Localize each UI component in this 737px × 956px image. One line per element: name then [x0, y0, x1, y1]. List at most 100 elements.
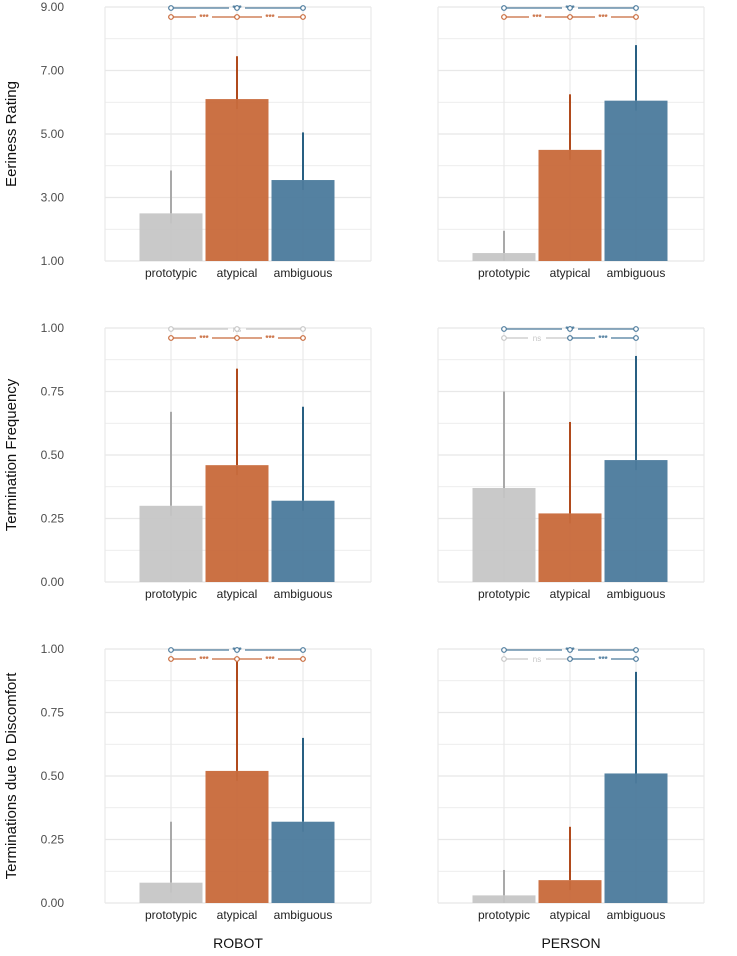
- significance-label: ns: [533, 334, 541, 343]
- comparison-endpoint: [633, 656, 639, 662]
- comparison-endpoint: [300, 647, 306, 653]
- bar-robot-atypical: [205, 770, 269, 903]
- x-tick-label-atypical: atypical: [217, 587, 258, 601]
- comparison-endpoint: [234, 14, 240, 20]
- significance-label: ***: [199, 655, 209, 664]
- y-tick-label-row2: 0.25: [41, 512, 65, 526]
- x-tick-label-prototypic: prototypic: [478, 266, 530, 280]
- y-axis-label-row3: Terminations due to Discomfort: [3, 672, 20, 880]
- bar-robot-ambiguous: [271, 180, 335, 261]
- comparison-endpoint: [501, 326, 507, 332]
- y-tick-label-row2: 0.50: [41, 448, 65, 462]
- x-tick-label-atypical: atypical: [550, 587, 591, 601]
- comparison-endpoint: [168, 656, 174, 662]
- comparison-endpoint: [300, 326, 306, 332]
- x-tick-label-prototypic: prototypic: [478, 587, 530, 601]
- y-tick-label-row3: 1.00: [41, 642, 65, 656]
- comparison-endpoint: [501, 14, 507, 20]
- bar-person-atypical: [538, 149, 602, 261]
- bar-person-ambiguous: [604, 460, 668, 582]
- comparison-endpoint: [168, 647, 174, 653]
- x-tick-label-ambiguous: ambiguous: [607, 587, 666, 601]
- bar-robot-prototypic: [139, 505, 203, 582]
- comparison-endpoint: [501, 335, 507, 341]
- y-tick-label-row3: 0.25: [41, 833, 65, 847]
- comparison-endpoint: [567, 5, 573, 11]
- significance-label: ***: [265, 655, 275, 664]
- x-tick-label-atypical: atypical: [550, 908, 591, 922]
- y-axis-label-row2: Termination Frequency: [3, 378, 20, 531]
- comparison-endpoint: [633, 14, 639, 20]
- bar-person-prototypic: [472, 895, 536, 903]
- x-tick-label-prototypic: prototypic: [145, 266, 197, 280]
- bar-person-ambiguous: [604, 100, 668, 261]
- bar-person-atypical: [538, 880, 602, 903]
- x-tick-label-atypical: atypical: [217, 266, 258, 280]
- comparison-endpoint: [300, 335, 306, 341]
- x-tick-label-prototypic: prototypic: [145, 908, 197, 922]
- bar-robot-atypical: [205, 465, 269, 582]
- x-tick-label-atypical: atypical: [217, 908, 258, 922]
- comparison-endpoint: [567, 656, 573, 662]
- comparison-endpoint: [633, 335, 639, 341]
- y-tick-label-row1: 9.00: [41, 0, 65, 14]
- comparison-endpoint: [633, 326, 639, 332]
- significance-label: ***: [598, 13, 608, 22]
- x-tick-label-ambiguous: ambiguous: [274, 266, 333, 280]
- significance-label: ns: [533, 655, 541, 664]
- comparison-endpoint: [300, 5, 306, 11]
- y-tick-label-row3: 0.00: [41, 896, 65, 910]
- bar-robot-ambiguous: [271, 500, 335, 582]
- comparison-endpoint: [567, 14, 573, 20]
- comparison-endpoint: [234, 335, 240, 341]
- x-tick-label-atypical: atypical: [550, 266, 591, 280]
- comparison-endpoint: [633, 5, 639, 11]
- significance-label: ***: [199, 334, 209, 343]
- x-tick-label-ambiguous: ambiguous: [607, 266, 666, 280]
- bar-person-prototypic: [472, 253, 536, 261]
- facet-label-person: PERSON: [541, 935, 600, 951]
- comparison-endpoint: [501, 5, 507, 11]
- comparison-endpoint: [234, 5, 240, 11]
- x-tick-label-prototypic: prototypic: [145, 587, 197, 601]
- x-tick-label-ambiguous: ambiguous: [607, 908, 666, 922]
- y-axis-label-row1: Eeriness Rating: [3, 81, 20, 187]
- comparison-endpoint: [234, 656, 240, 662]
- bar-robot-prototypic: [139, 882, 203, 903]
- comparison-endpoint: [501, 647, 507, 653]
- y-tick-label-row1: 3.00: [41, 191, 65, 205]
- y-tick-label-row3: 0.75: [41, 706, 65, 720]
- significance-label: ***: [265, 334, 275, 343]
- x-tick-label-ambiguous: ambiguous: [274, 587, 333, 601]
- y-tick-label-row1: 5.00: [41, 127, 65, 141]
- comparison-endpoint: [234, 326, 240, 332]
- comparison-endpoint: [300, 14, 306, 20]
- significance-label: ***: [598, 655, 608, 664]
- comparison-endpoint: [234, 647, 240, 653]
- bar-person-prototypic: [472, 488, 536, 582]
- comparison-endpoint: [168, 5, 174, 11]
- bar-person-atypical: [538, 513, 602, 582]
- y-tick-label-row1: 1.00: [41, 254, 65, 268]
- comparison-endpoint: [168, 326, 174, 332]
- comparison-endpoint: [567, 647, 573, 653]
- comparison-endpoint: [300, 656, 306, 662]
- comparison-endpoint: [567, 326, 573, 332]
- x-tick-label-ambiguous: ambiguous: [274, 908, 333, 922]
- comparison-endpoint: [168, 14, 174, 20]
- comparison-endpoint: [633, 647, 639, 653]
- comparison-endpoint: [168, 335, 174, 341]
- y-tick-label-row2: 0.00: [41, 575, 65, 589]
- significance-label: ***: [199, 13, 209, 22]
- y-tick-label-row3: 0.50: [41, 769, 65, 783]
- y-tick-label-row2: 0.75: [41, 385, 65, 399]
- y-tick-label-row2: 1.00: [41, 321, 65, 335]
- bar-robot-prototypic: [139, 213, 203, 261]
- y-tick-label-row1: 7.00: [41, 64, 65, 78]
- bar-person-ambiguous: [604, 773, 668, 903]
- comparison-endpoint: [501, 656, 507, 662]
- comparison-endpoint: [567, 335, 573, 341]
- significance-label: ***: [598, 334, 608, 343]
- significance-label: ***: [532, 13, 542, 22]
